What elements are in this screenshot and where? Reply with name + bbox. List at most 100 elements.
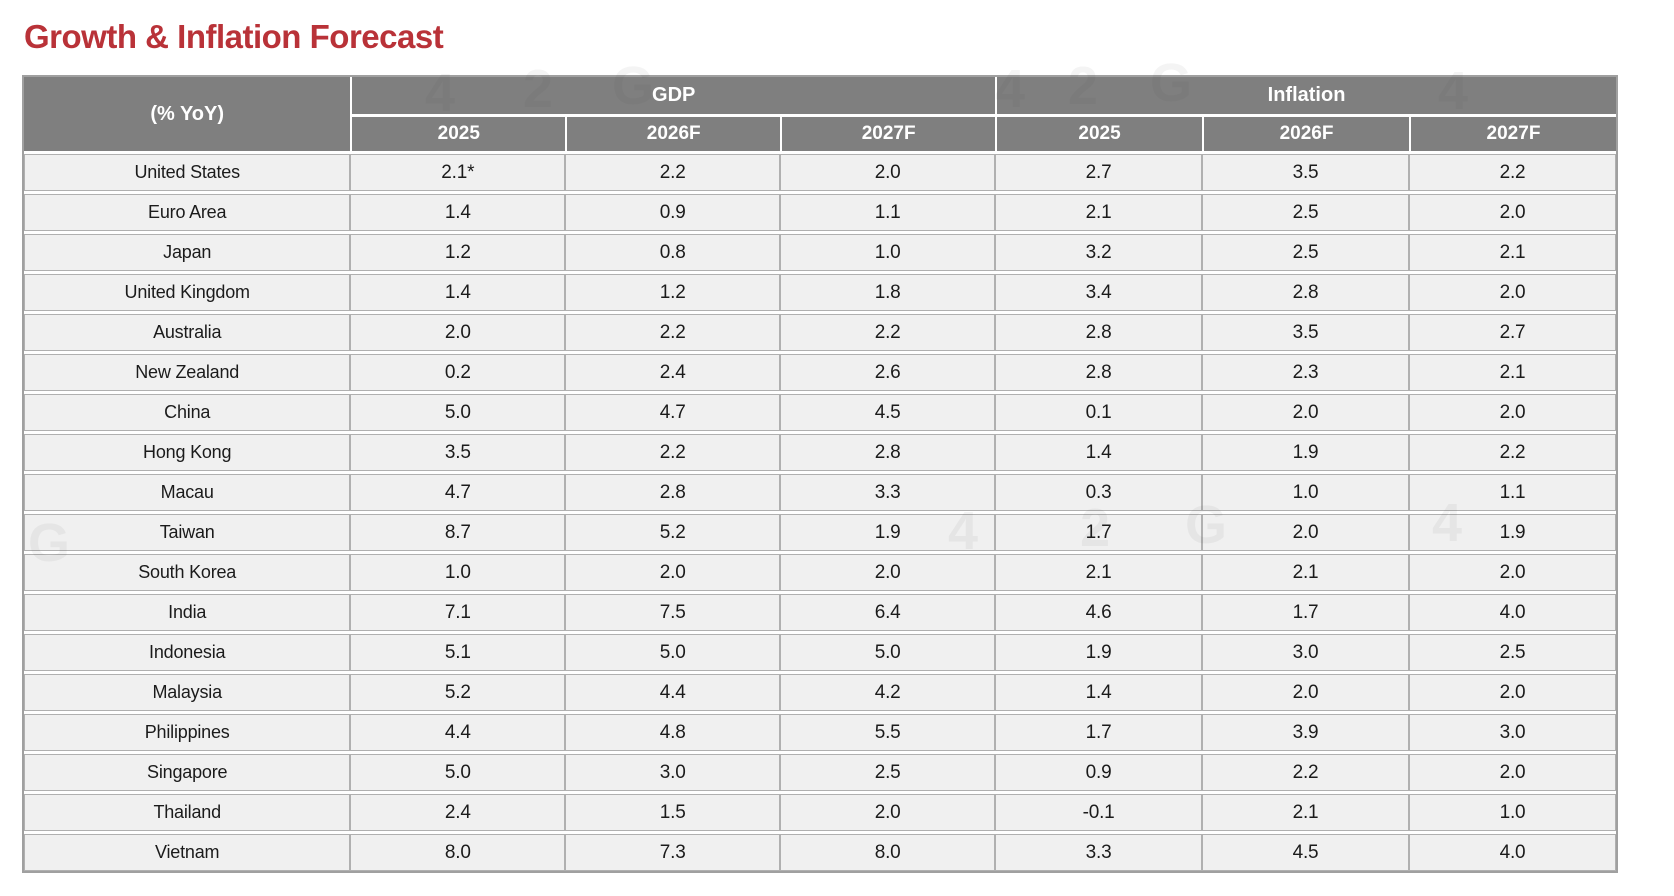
- value-cell: 2.0: [350, 314, 566, 351]
- value-cell: 2.0: [565, 554, 781, 591]
- value-cell: 2.2: [1408, 434, 1616, 471]
- value-cell: 0.3: [995, 474, 1203, 511]
- value-cell: 1.9: [1408, 514, 1616, 551]
- value-cell: 2.5: [780, 754, 996, 791]
- value-cell: 8.0: [350, 834, 566, 871]
- value-cell: 2.4: [350, 794, 566, 831]
- value-cell: 3.5: [350, 434, 566, 471]
- country-cell: Vietnam: [24, 834, 351, 871]
- value-cell: 6.4: [780, 594, 996, 631]
- country-cell: United States: [24, 154, 351, 191]
- year-header-row: 2025 2026F 2027F 2025 2026F 2027F: [24, 117, 1616, 151]
- value-cell: 1.0: [1202, 474, 1409, 511]
- group-header-inflation: Inflation: [995, 77, 1616, 114]
- value-cell: 1.4: [350, 194, 566, 231]
- value-cell: 2.0: [780, 554, 996, 591]
- value-cell: 1.7: [995, 714, 1203, 751]
- value-cell: 2.8: [995, 314, 1203, 351]
- value-cell: 4.7: [350, 474, 566, 511]
- table-row: Japan 1.2 0.8 1.0 3.2 2.5 2.1: [24, 234, 1616, 271]
- value-cell: 2.0: [1408, 274, 1616, 311]
- value-cell: 4.6: [995, 594, 1203, 631]
- table-row: Hong Kong 3.5 2.2 2.8 1.4 1.9 2.2: [24, 434, 1616, 471]
- value-cell: 1.2: [350, 234, 566, 271]
- table-row: Philippines 4.4 4.8 5.5 1.7 3.9 3.0: [24, 714, 1616, 751]
- value-cell: 4.4: [350, 714, 566, 751]
- value-cell: 2.1: [1202, 554, 1409, 591]
- value-cell: 2.0: [1202, 394, 1409, 431]
- value-cell: 2.2: [1408, 154, 1616, 191]
- page-title: Growth & Inflation Forecast: [24, 18, 444, 55]
- value-cell: 8.0: [780, 834, 996, 871]
- value-cell: 0.2: [350, 354, 566, 391]
- value-cell: 4.7: [565, 394, 781, 431]
- value-cell: 3.5: [1202, 154, 1409, 191]
- value-cell: 4.4: [565, 674, 781, 711]
- value-cell: 2.0: [780, 794, 996, 831]
- value-cell: 5.2: [565, 514, 781, 551]
- table-row: India 7.1 7.5 6.4 4.6 1.7 4.0: [24, 594, 1616, 631]
- country-cell: Australia: [24, 314, 351, 351]
- value-cell: 1.4: [350, 274, 566, 311]
- value-cell: 5.0: [350, 754, 566, 791]
- year-header-inflation-2026f: 2026F: [1202, 117, 1409, 151]
- table-row: China 5.0 4.7 4.5 0.1 2.0 2.0: [24, 394, 1616, 431]
- value-cell: 4.0: [1408, 594, 1616, 631]
- table-row: Australia 2.0 2.2 2.2 2.8 3.5 2.7: [24, 314, 1616, 351]
- value-cell: 5.2: [350, 674, 566, 711]
- value-cell: 2.0: [1408, 554, 1616, 591]
- unit-header: (% YoY): [24, 77, 351, 151]
- value-cell: 1.0: [780, 234, 996, 271]
- value-cell: 5.5: [780, 714, 996, 751]
- table-row: Macau 4.7 2.8 3.3 0.3 1.0 1.1: [24, 474, 1616, 511]
- value-cell: 3.0: [565, 754, 781, 791]
- value-cell: 2.3: [1202, 354, 1409, 391]
- value-cell: 1.9: [780, 514, 996, 551]
- table-body: United States 2.1* 2.2 2.0 2.7 3.5 2.2 Euro Are…: [24, 154, 1616, 871]
- value-cell: 2.6: [780, 354, 996, 391]
- value-cell: 5.0: [350, 394, 566, 431]
- table-row: South Korea 1.0 2.0 2.0 2.1 2.1 2.0: [24, 554, 1616, 591]
- country-cell: Singapore: [24, 754, 351, 791]
- value-cell: 0.1: [995, 394, 1203, 431]
- country-cell: Philippines: [24, 714, 351, 751]
- value-cell: 2.1: [995, 554, 1203, 591]
- value-cell: 2.2: [565, 434, 781, 471]
- value-cell: 3.3: [995, 834, 1203, 871]
- value-cell: 7.5: [565, 594, 781, 631]
- table-row: Malaysia 5.2 4.4 4.2 1.4 2.0 2.0: [24, 674, 1616, 711]
- value-cell: 5.1: [350, 634, 566, 671]
- value-cell: 3.3: [780, 474, 996, 511]
- value-cell: 0.8: [565, 234, 781, 271]
- value-cell: 2.1: [1202, 794, 1409, 831]
- value-cell: 0.9: [995, 754, 1203, 791]
- value-cell: 2.1: [1408, 354, 1616, 391]
- country-cell: Macau: [24, 474, 351, 511]
- year-header-gdp-2027f: 2027F: [780, 117, 996, 151]
- country-cell: New Zealand: [24, 354, 351, 391]
- value-cell: 1.1: [1408, 474, 1616, 511]
- value-cell: 2.2: [1202, 754, 1409, 791]
- value-cell: 2.5: [1202, 234, 1409, 271]
- value-cell: 2.0: [1408, 754, 1616, 791]
- value-cell: 1.8: [780, 274, 996, 311]
- year-header-inflation-2027f: 2027F: [1408, 117, 1616, 151]
- value-cell: 2.2: [565, 154, 781, 191]
- group-header-gdp: GDP: [350, 77, 996, 114]
- value-cell: 8.7: [350, 514, 566, 551]
- forecast-table-container: (% YoY) GDP Inflation 2025 2026F 2027F 2025…: [22, 75, 1618, 873]
- table-row: Singapore 5.0 3.0 2.5 0.9 2.2 2.0: [24, 754, 1616, 791]
- value-cell: 1.5: [565, 794, 781, 831]
- value-cell: 4.0: [1408, 834, 1616, 871]
- table-row: United States 2.1* 2.2 2.0 2.7 3.5 2.2: [24, 154, 1616, 191]
- value-cell: 2.2: [565, 314, 781, 351]
- country-cell: Hong Kong: [24, 434, 351, 471]
- table-row: United Kingdom 1.4 1.2 1.8 3.4 2.8 2.0: [24, 274, 1616, 311]
- value-cell: 2.8: [995, 354, 1203, 391]
- value-cell: 2.5: [1408, 634, 1616, 671]
- table-row: Euro Area 1.4 0.9 1.1 2.1 2.5 2.0: [24, 194, 1616, 231]
- value-cell: 7.3: [565, 834, 781, 871]
- value-cell: 4.5: [780, 394, 996, 431]
- forecast-table: (% YoY) GDP Inflation 2025 2026F 2027F 2025…: [24, 77, 1616, 871]
- value-cell: 3.0: [1408, 714, 1616, 751]
